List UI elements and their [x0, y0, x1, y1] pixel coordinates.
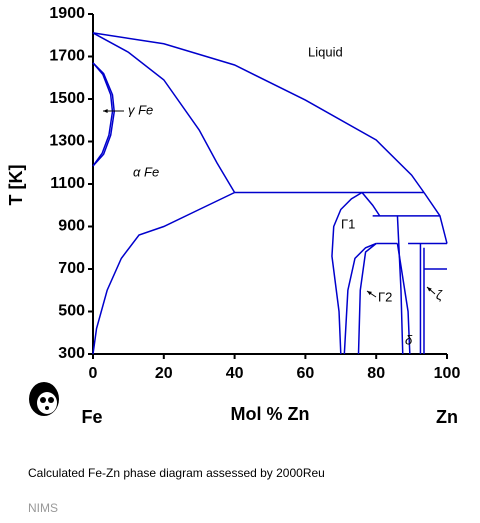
annotation: δ — [405, 332, 413, 347]
caption: Calculated Fe-Zn phase diagram assessed … — [28, 466, 325, 480]
x-tick-label: 20 — [155, 365, 173, 382]
y-tick-label: 900 — [58, 218, 85, 235]
x-tick-label: 40 — [226, 365, 244, 382]
phase-boundary — [92, 191, 235, 355]
y-tick-label: 300 — [58, 345, 85, 362]
y-tick-label: 1300 — [49, 133, 85, 150]
panda-icon — [29, 382, 59, 416]
y-tick-label: 1500 — [49, 90, 85, 107]
annotation: γ Fe — [128, 102, 153, 117]
arrow-head — [427, 287, 432, 292]
annotation: Γ1 — [341, 216, 355, 231]
x-tick-label: 0 — [89, 365, 98, 382]
arrow-head — [367, 291, 372, 296]
phase-boundary — [357, 242, 377, 355]
annotation: Γ2 — [378, 289, 392, 304]
phase-boundary — [92, 62, 114, 167]
annotation: α Fe — [133, 164, 159, 179]
phase-boundary — [92, 62, 115, 167]
phase-boundary — [361, 192, 381, 217]
x-tick-label: 100 — [434, 365, 461, 382]
phase-boundary — [343, 242, 377, 355]
phase-boundary — [92, 32, 236, 193]
phase-boundary — [396, 243, 411, 355]
phase-boundary — [331, 191, 363, 355]
y-tick-label: 1700 — [49, 48, 85, 65]
x-tick-label: 80 — [367, 365, 385, 382]
component-label: Zn — [436, 407, 458, 427]
x-tick-label: 60 — [297, 365, 315, 382]
y-tick-label: 700 — [58, 260, 85, 277]
y-tick-label: 1900 — [49, 5, 85, 22]
component-label: Fe — [81, 407, 102, 427]
phase-boundary — [92, 32, 425, 193]
annotation: Liquid — [308, 44, 343, 59]
y-tick-label: 500 — [58, 303, 85, 320]
phase-boundary — [396, 215, 404, 355]
annotation: ζ — [436, 287, 443, 302]
y-axis-label: T [K] — [6, 165, 26, 206]
x-axis-label: Mol % Zn — [231, 404, 310, 424]
source: NIMS — [28, 501, 58, 515]
phase-boundary — [423, 192, 448, 244]
arrow-head — [103, 109, 108, 113]
y-tick-label: 1100 — [50, 175, 85, 192]
